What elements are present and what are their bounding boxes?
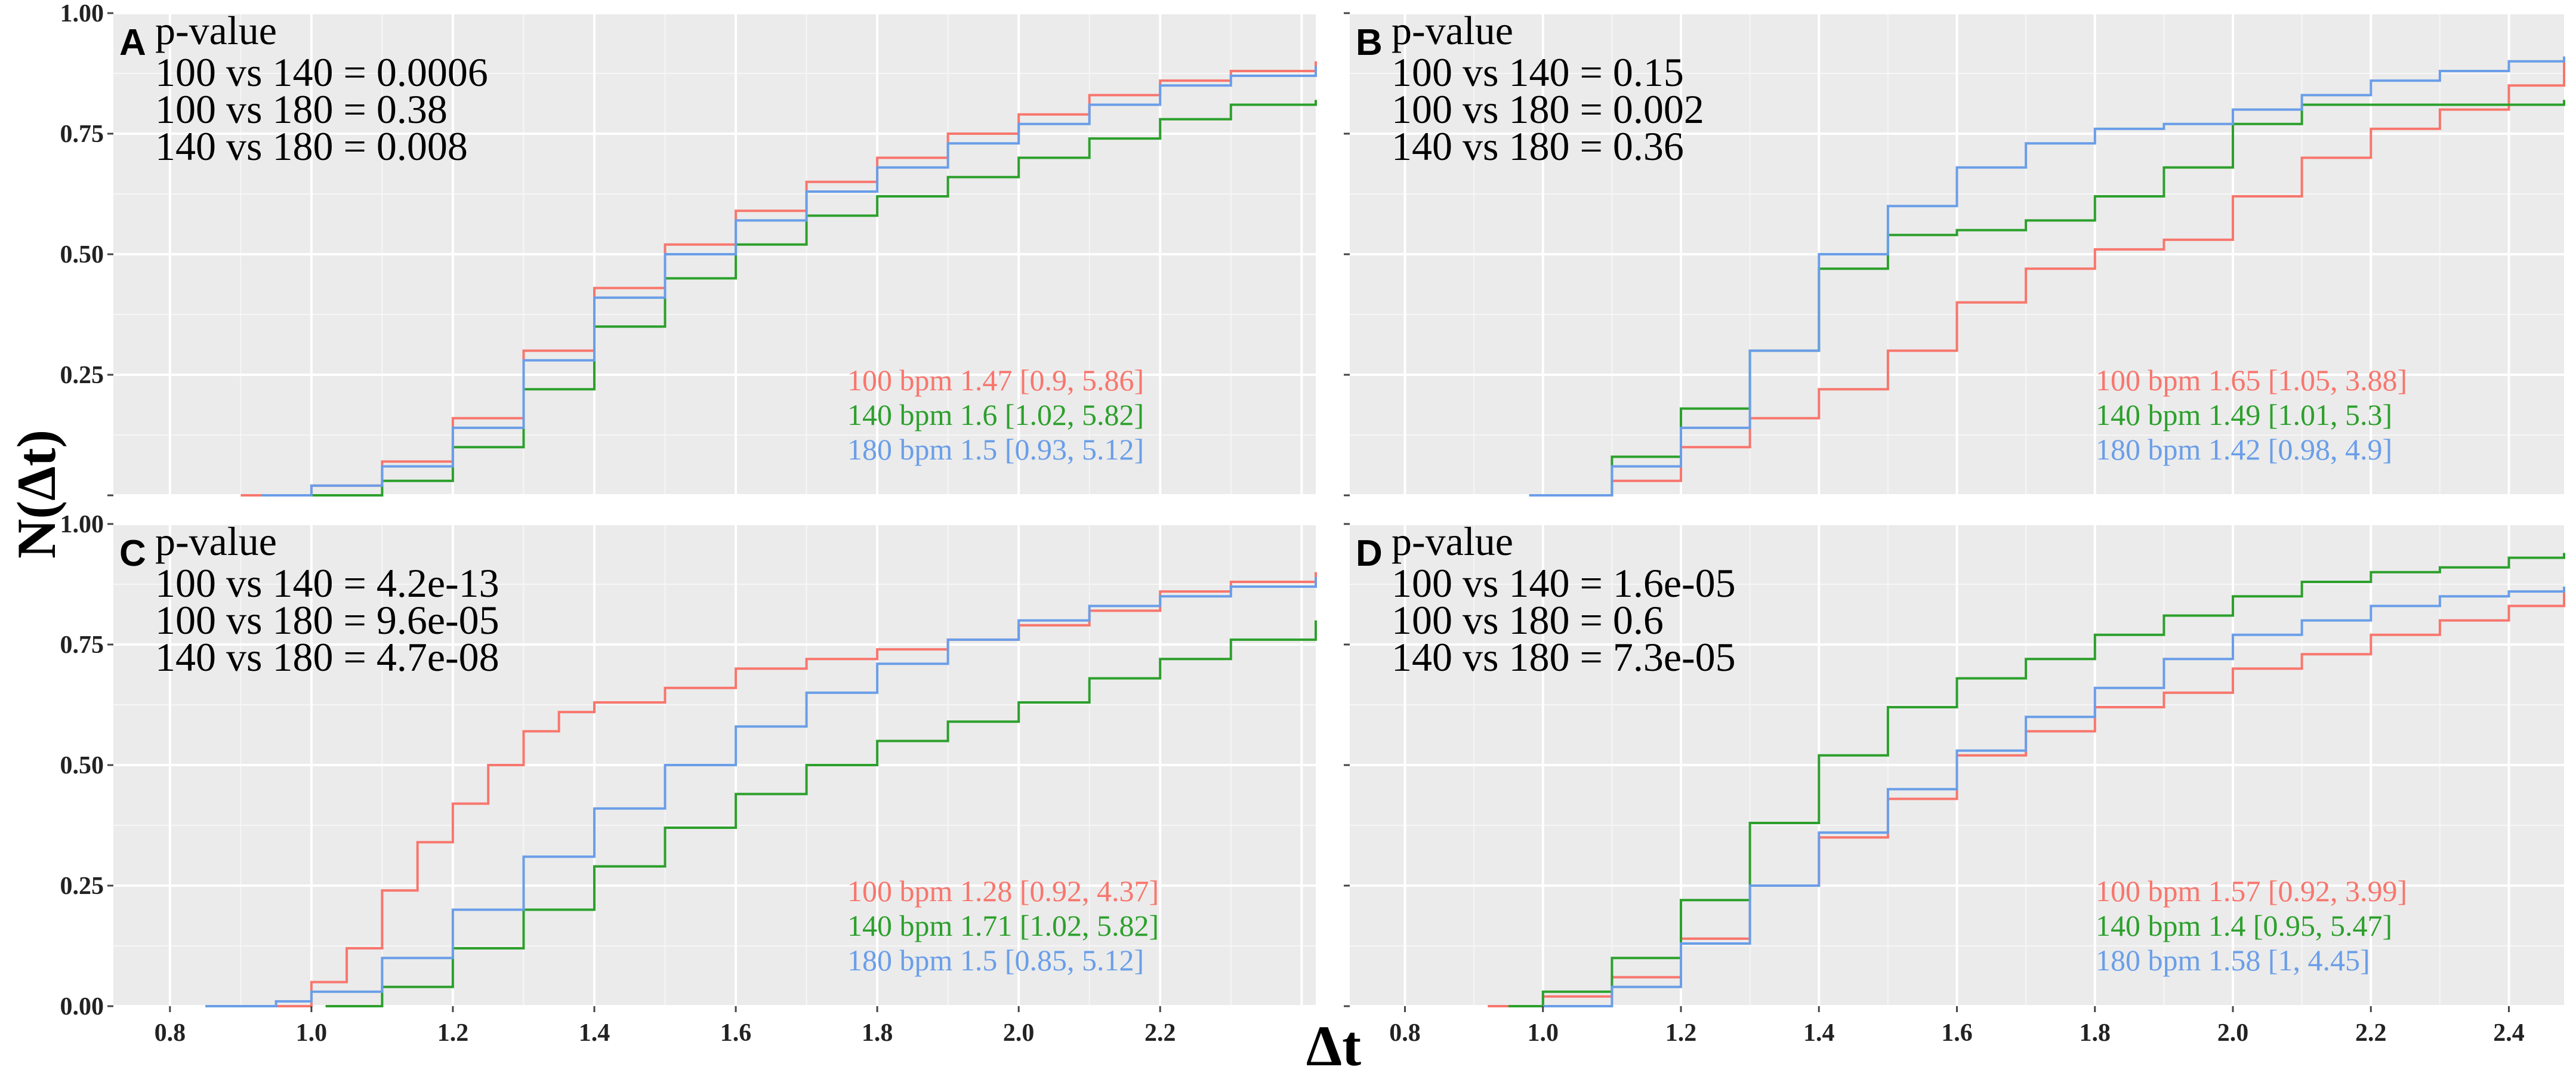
panel-c-x-tick-label: 1.0 bbox=[296, 1019, 328, 1047]
panel-a-pvalue-title: p-value bbox=[155, 8, 277, 53]
panel-c-x-tick-label: 2.2 bbox=[1144, 1019, 1176, 1047]
panel-a-legend-140: 140 bpm 1.6 [1.02, 5.82] bbox=[847, 398, 1144, 431]
panel-a-y-tick-label: 0.25 bbox=[60, 362, 104, 389]
panel-d-x-tick-label: 1.2 bbox=[1665, 1019, 1697, 1047]
panel-d-x-tick-label: 2.4 bbox=[2493, 1019, 2525, 1047]
panel-b-legend-100: 100 bpm 1.65 [1.05, 3.88] bbox=[2096, 363, 2407, 397]
panel-c-pvalue-2: 100 vs 180 = 9.6e-05 bbox=[155, 597, 499, 643]
panel-d-x-tick-label: 2.2 bbox=[2355, 1019, 2387, 1047]
panel-d-letter: D bbox=[1356, 533, 1383, 574]
panel-a-letter: A bbox=[119, 22, 146, 63]
panel-d-x-tick-label: 1.6 bbox=[1941, 1019, 1973, 1047]
panel-d-x-tick-label: 2.0 bbox=[2217, 1019, 2249, 1047]
panel-b-pvalue-title: p-value bbox=[1392, 8, 1513, 53]
panel-b-pvalue-3: 140 vs 180 = 0.36 bbox=[1392, 124, 1684, 169]
panel-c-series-180 bbox=[205, 576, 1317, 1007]
panel-b-legend-140: 140 bpm 1.49 [1.01, 5.3] bbox=[2096, 398, 2392, 431]
panel-c-x-tick-label: 0.8 bbox=[155, 1019, 186, 1047]
x-axis-title: Δt bbox=[1306, 1014, 1361, 1076]
panel-c-y-tick-label: 0.75 bbox=[60, 631, 104, 659]
panel-a-y-tick-label: 0.50 bbox=[60, 241, 104, 269]
panel-c-pvalue-title: p-value bbox=[155, 519, 277, 564]
panel-d-pvalue-1: 100 vs 140 = 1.6e-05 bbox=[1392, 560, 1736, 606]
panel-c-y-tick-label: 1.00 bbox=[60, 511, 104, 538]
panel-a-y-tick-label: 0.75 bbox=[60, 121, 104, 148]
panel-c-y-tick-label: 0.25 bbox=[60, 872, 104, 900]
panel-d-series-180 bbox=[1542, 587, 2565, 1007]
panel-c-series-140 bbox=[325, 620, 1317, 1007]
panel-b-series-100 bbox=[1577, 56, 2565, 497]
panel-d-pvalue-2: 100 vs 180 = 0.6 bbox=[1392, 597, 1664, 643]
panel-c-x-tick-label: 1.2 bbox=[437, 1019, 469, 1047]
panel-d-x-tick-label: 1.8 bbox=[2080, 1019, 2111, 1047]
panel-d-pvalue-title: p-value bbox=[1392, 519, 1513, 564]
panel-a-series-180 bbox=[261, 66, 1317, 497]
panel-b-pvalue-1: 100 vs 140 = 0.15 bbox=[1392, 50, 1684, 95]
y-axis-title: N(Δt) bbox=[6, 430, 67, 559]
panel-c-y-tick-label: 0.50 bbox=[60, 752, 104, 779]
panel-c-pvalue-1: 100 vs 140 = 4.2e-13 bbox=[155, 560, 499, 606]
panel-d-x-tick-label: 1.4 bbox=[1803, 1019, 1835, 1047]
panel-a-y-tick-label: 1.00 bbox=[60, 0, 104, 27]
panel-c-legend-140: 140 bpm 1.71 [1.02, 5.82] bbox=[847, 909, 1159, 942]
panel-a-pvalue-3: 140 vs 180 = 0.008 bbox=[155, 124, 468, 169]
panel-b-letter: B bbox=[1356, 22, 1383, 63]
panel-a-pvalue-1: 100 vs 140 = 0.0006 bbox=[155, 50, 488, 95]
panel-c-letter: C bbox=[119, 533, 146, 574]
panel-d-series-140 bbox=[1508, 553, 2565, 1007]
panel-d-legend-100: 100 bpm 1.57 [0.92, 3.99] bbox=[2096, 874, 2407, 908]
panel-a-legend-180: 180 bpm 1.5 [0.93, 5.12] bbox=[847, 433, 1144, 466]
panel-c-x-tick-label: 1.6 bbox=[720, 1019, 752, 1047]
panel-c-legend-180: 180 bpm 1.5 [0.85, 5.12] bbox=[847, 944, 1144, 977]
panel-d-pvalue-3: 140 vs 180 = 7.3e-05 bbox=[1392, 634, 1736, 680]
panel-a-legend-100: 100 bpm 1.47 [0.9, 5.86] bbox=[847, 363, 1144, 397]
panel-d-legend-140: 140 bpm 1.4 [0.95, 5.47] bbox=[2096, 909, 2392, 942]
panel-a-pvalue-2: 100 vs 180 = 0.38 bbox=[155, 87, 448, 132]
panel-b-series-140 bbox=[1550, 100, 2565, 497]
panel-c-x-tick-label: 2.0 bbox=[1003, 1019, 1035, 1047]
panel-b-legend-180: 180 bpm 1.42 [0.98, 4.9] bbox=[2096, 433, 2392, 466]
panel-c-pvalue-3: 140 vs 180 = 4.7e-08 bbox=[155, 634, 499, 680]
panel-c-x-tick-label: 1.4 bbox=[579, 1019, 610, 1047]
panel-c-legend-100: 100 bpm 1.28 [0.92, 4.37] bbox=[847, 874, 1159, 908]
panel-b-series-180 bbox=[1529, 56, 2565, 497]
panel-c-y-tick-label: 0.00 bbox=[60, 993, 104, 1020]
panel-c-x-tick-label: 1.8 bbox=[862, 1019, 893, 1047]
panel-d-x-tick-label: 1.0 bbox=[1528, 1019, 1559, 1047]
panel-d-legend-180: 180 bpm 1.58 [1, 4.45] bbox=[2096, 944, 2370, 977]
panel-d-x-tick-label: 0.8 bbox=[1389, 1019, 1421, 1047]
panel-b-pvalue-2: 100 vs 180 = 0.002 bbox=[1392, 87, 1704, 132]
